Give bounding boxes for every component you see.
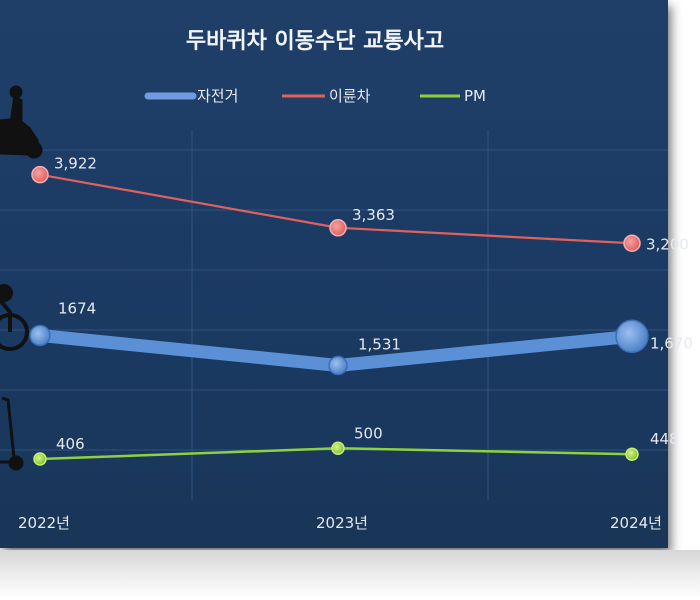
x-tick-label: 2024년 [610, 514, 662, 532]
bicycle-icon [0, 284, 29, 351]
data-point-pm [331, 441, 345, 456]
data-point-bicycle [328, 355, 348, 376]
data-label-motorcycle: 3,363 [352, 206, 395, 224]
x-tick-label: 2022년 [18, 514, 70, 532]
x-axis: 2022년 2023년 2024년 [18, 514, 662, 532]
data-label-pm: 406 [56, 435, 85, 453]
legend-label-bicycle: 자전거 [197, 87, 238, 105]
data-label-bicycle: 1,670 [650, 334, 693, 352]
scooter-icon [0, 396, 24, 471]
data-label-bicycle: 1674 [58, 299, 96, 317]
data-label-bicycle: 1,531 [358, 335, 401, 353]
data-label-pm: 500 [354, 424, 383, 442]
data-point-bicycle [29, 324, 51, 347]
data-label-motorcycle: 3,922 [54, 155, 97, 173]
data-point-motorcycle [31, 165, 49, 184]
series-layer [29, 165, 649, 466]
data-point-pm [625, 447, 639, 461]
chart-title: 두바퀴차 이동수단 교통사고 [186, 29, 444, 54]
page-shadow [0, 550, 700, 600]
data-point-bicycle [615, 319, 649, 354]
data-label-pm: 448 [650, 430, 679, 448]
data-point-pm [33, 452, 47, 466]
legend-label-motorcycle: 이륜차 [329, 87, 371, 105]
motorcycle-icon [0, 85, 43, 159]
legend-label-pm: PM [464, 87, 486, 105]
data-label-layer: 406 500 448 3,922 3,363 3,200 1674 1,531 1,670 [54, 155, 693, 453]
x-tick-label: 2023년 [316, 514, 368, 532]
data-point-motorcycle [329, 219, 347, 237]
data-label-motorcycle: 3,200 [646, 235, 689, 253]
legend: 자전거 이륜차 PM [144, 87, 486, 105]
data-point-motorcycle [623, 234, 641, 252]
